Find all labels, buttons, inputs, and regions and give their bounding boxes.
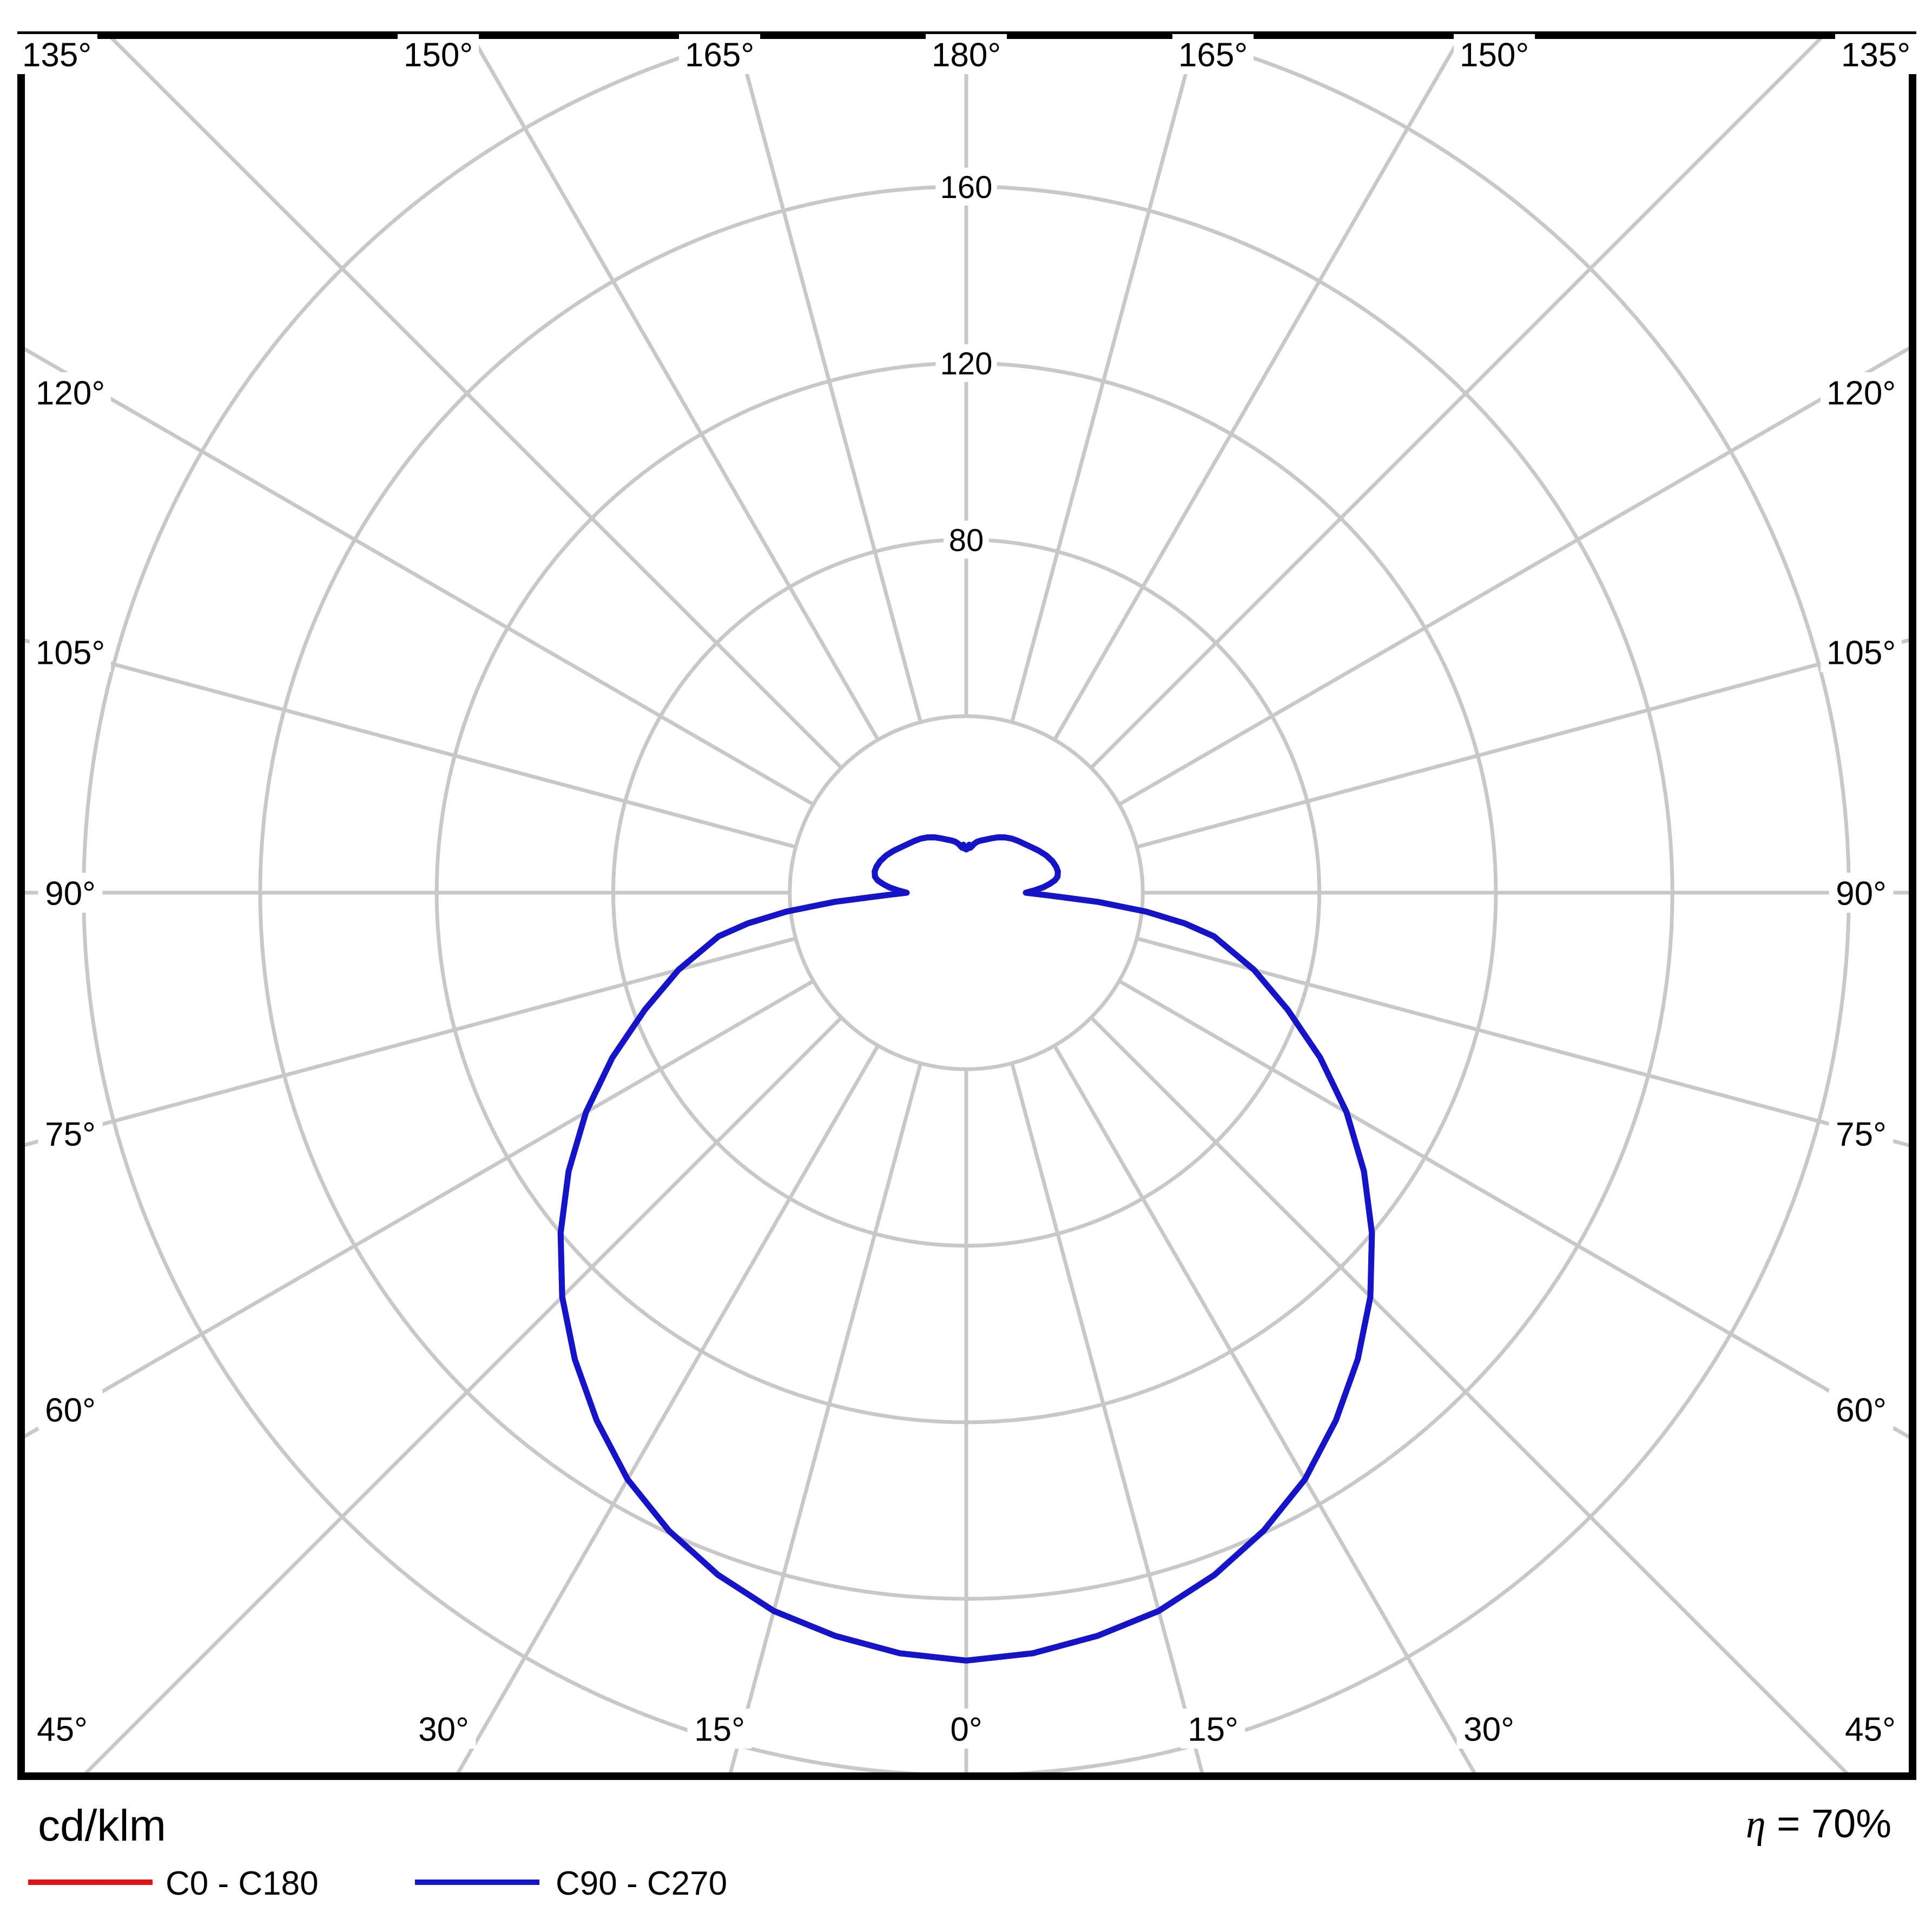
angle-label-top-6-bg [1835, 34, 1916, 74]
angle-label-right-2-bg [1829, 873, 1894, 913]
angle-label-top-2: 165° [685, 36, 754, 74]
angle-label-left-0: 120° [36, 374, 105, 412]
angle-label-bottom-5-bg [1456, 1709, 1521, 1749]
grid-ray-30 [456, 1044, 880, 1772]
grid-ray-30 [1053, 1044, 1476, 1772]
angle-label-left-2-bg [38, 873, 103, 913]
angle-label-left-4: 60° [45, 1392, 96, 1429]
angle-label-bottom-0: 45° [37, 1711, 88, 1748]
radial-tick-label-160-bg [935, 167, 997, 206]
angle-label-bottom-0-bg [30, 1709, 95, 1749]
angle-label-top-0-bg [16, 34, 97, 74]
angle-label-right-4: 60° [1836, 1392, 1887, 1429]
angle-label-left-1-bg [30, 632, 111, 672]
angle-label-top-6: 135° [1841, 36, 1910, 74]
angle-label-right-1-bg [1821, 632, 1902, 672]
angle-label-right-2: 90° [1836, 875, 1887, 912]
angle-label-top-5-bg [1454, 34, 1535, 74]
grid-ray-45 [1090, 1016, 1849, 1772]
angle-label-bottom-6: 45° [1845, 1711, 1896, 1748]
grid-ray-15 [728, 1063, 922, 1772]
angle-label-top-3: 180° [932, 36, 1001, 74]
grid-ray-150 [471, 39, 880, 741]
radial-tick-label-80-bg [944, 520, 989, 559]
grid-ray-45 [84, 1016, 843, 1772]
angle-label-left-3-bg [38, 1113, 103, 1153]
grid-ray-120 [1118, 346, 1909, 806]
legend-line-c90-c270-icon [415, 1880, 539, 1885]
angle-label-bottom-2-bg [687, 1709, 752, 1749]
angle-label-top-2-bg [679, 34, 760, 74]
angle-label-bottom-4: 15° [1188, 1711, 1238, 1748]
radial-tick-label-160: 160 [940, 170, 993, 205]
angle-label-left-4-bg [38, 1389, 103, 1429]
curve-c90-c270 [557, 834, 1375, 1664]
curves [557, 834, 1375, 1664]
unit-label: cd/klm [38, 1801, 166, 1850]
grid-ray-135 [110, 39, 843, 769]
grid-ring-40 [788, 714, 1145, 1071]
angle-label-bottom-4-bg [1181, 1709, 1245, 1749]
angle-label-left-2: 90° [45, 875, 96, 912]
angle-label-top-5: 150° [1460, 36, 1529, 74]
angle-label-bottom-3-bg [942, 1709, 990, 1749]
grid-ray-150 [1053, 39, 1462, 741]
legend-label-c90-c270: C90 - C270 [556, 1865, 728, 1902]
radial-tick-label-120-bg [935, 344, 997, 383]
grid-ray-60 [25, 979, 815, 1439]
eta-symbol: η [1745, 1802, 1766, 1847]
eta-value: = 70% [1765, 1801, 1891, 1846]
angle-label-bottom-1: 30° [418, 1711, 469, 1748]
grid-ray-15 [1010, 1063, 1204, 1772]
angle-label-top-1: 150° [404, 36, 473, 74]
grid-ray-135 [1090, 39, 1823, 769]
angle-label-bottom-1-bg [411, 1709, 476, 1749]
angle-label-top-1-bg [398, 34, 479, 74]
angle-label-bottom-3: 0° [950, 1711, 982, 1748]
axis-labels: 135° 150° 165° 180° 165° 150° 135° 45° 30° 15° 0° 1… [16, 34, 1916, 1749]
grid-ray-105 [1136, 638, 1909, 849]
angle-label-left-0-bg [30, 372, 111, 412]
grid-ray-60 [1118, 979, 1909, 1439]
angle-label-top-4: 165° [1178, 36, 1248, 74]
angle-label-top-3-bg [926, 34, 1007, 74]
legend-line-c0-c180-icon [28, 1880, 153, 1885]
angle-label-top-4-bg [1172, 34, 1254, 74]
angle-label-top-0: 135° [22, 36, 91, 74]
grid-ray-75 [1136, 937, 1909, 1148]
legend-label-c0-c180: C0 - C180 [166, 1865, 319, 1902]
grid-ray-120 [25, 347, 815, 806]
grid-ray-105 [25, 638, 796, 849]
grid-ray-165 [1010, 39, 1197, 723]
angle-label-right-4-bg [1829, 1389, 1894, 1429]
grid-ray-165 [735, 39, 922, 723]
angle-label-right-0: 120° [1827, 374, 1896, 412]
angle-label-bottom-2: 15° [694, 1711, 745, 1748]
radial-tick-label-80: 80 [949, 523, 984, 558]
angle-label-left-1: 105° [36, 634, 105, 671]
angle-label-bottom-6-bg [1838, 1709, 1903, 1749]
efficiency-label: η = 70% [1746, 1801, 1891, 1848]
angle-label-right-3-bg [1829, 1113, 1894, 1153]
radial-tick-label-120: 120 [940, 346, 993, 381]
angle-label-bottom-5: 30° [1463, 1711, 1514, 1748]
angle-label-left-3: 75° [45, 1116, 96, 1153]
angle-label-right-0-bg [1821, 372, 1902, 412]
grid-ray-75 [25, 937, 796, 1147]
angle-label-right-3: 75° [1836, 1116, 1887, 1153]
angle-label-right-1: 105° [1827, 634, 1896, 671]
